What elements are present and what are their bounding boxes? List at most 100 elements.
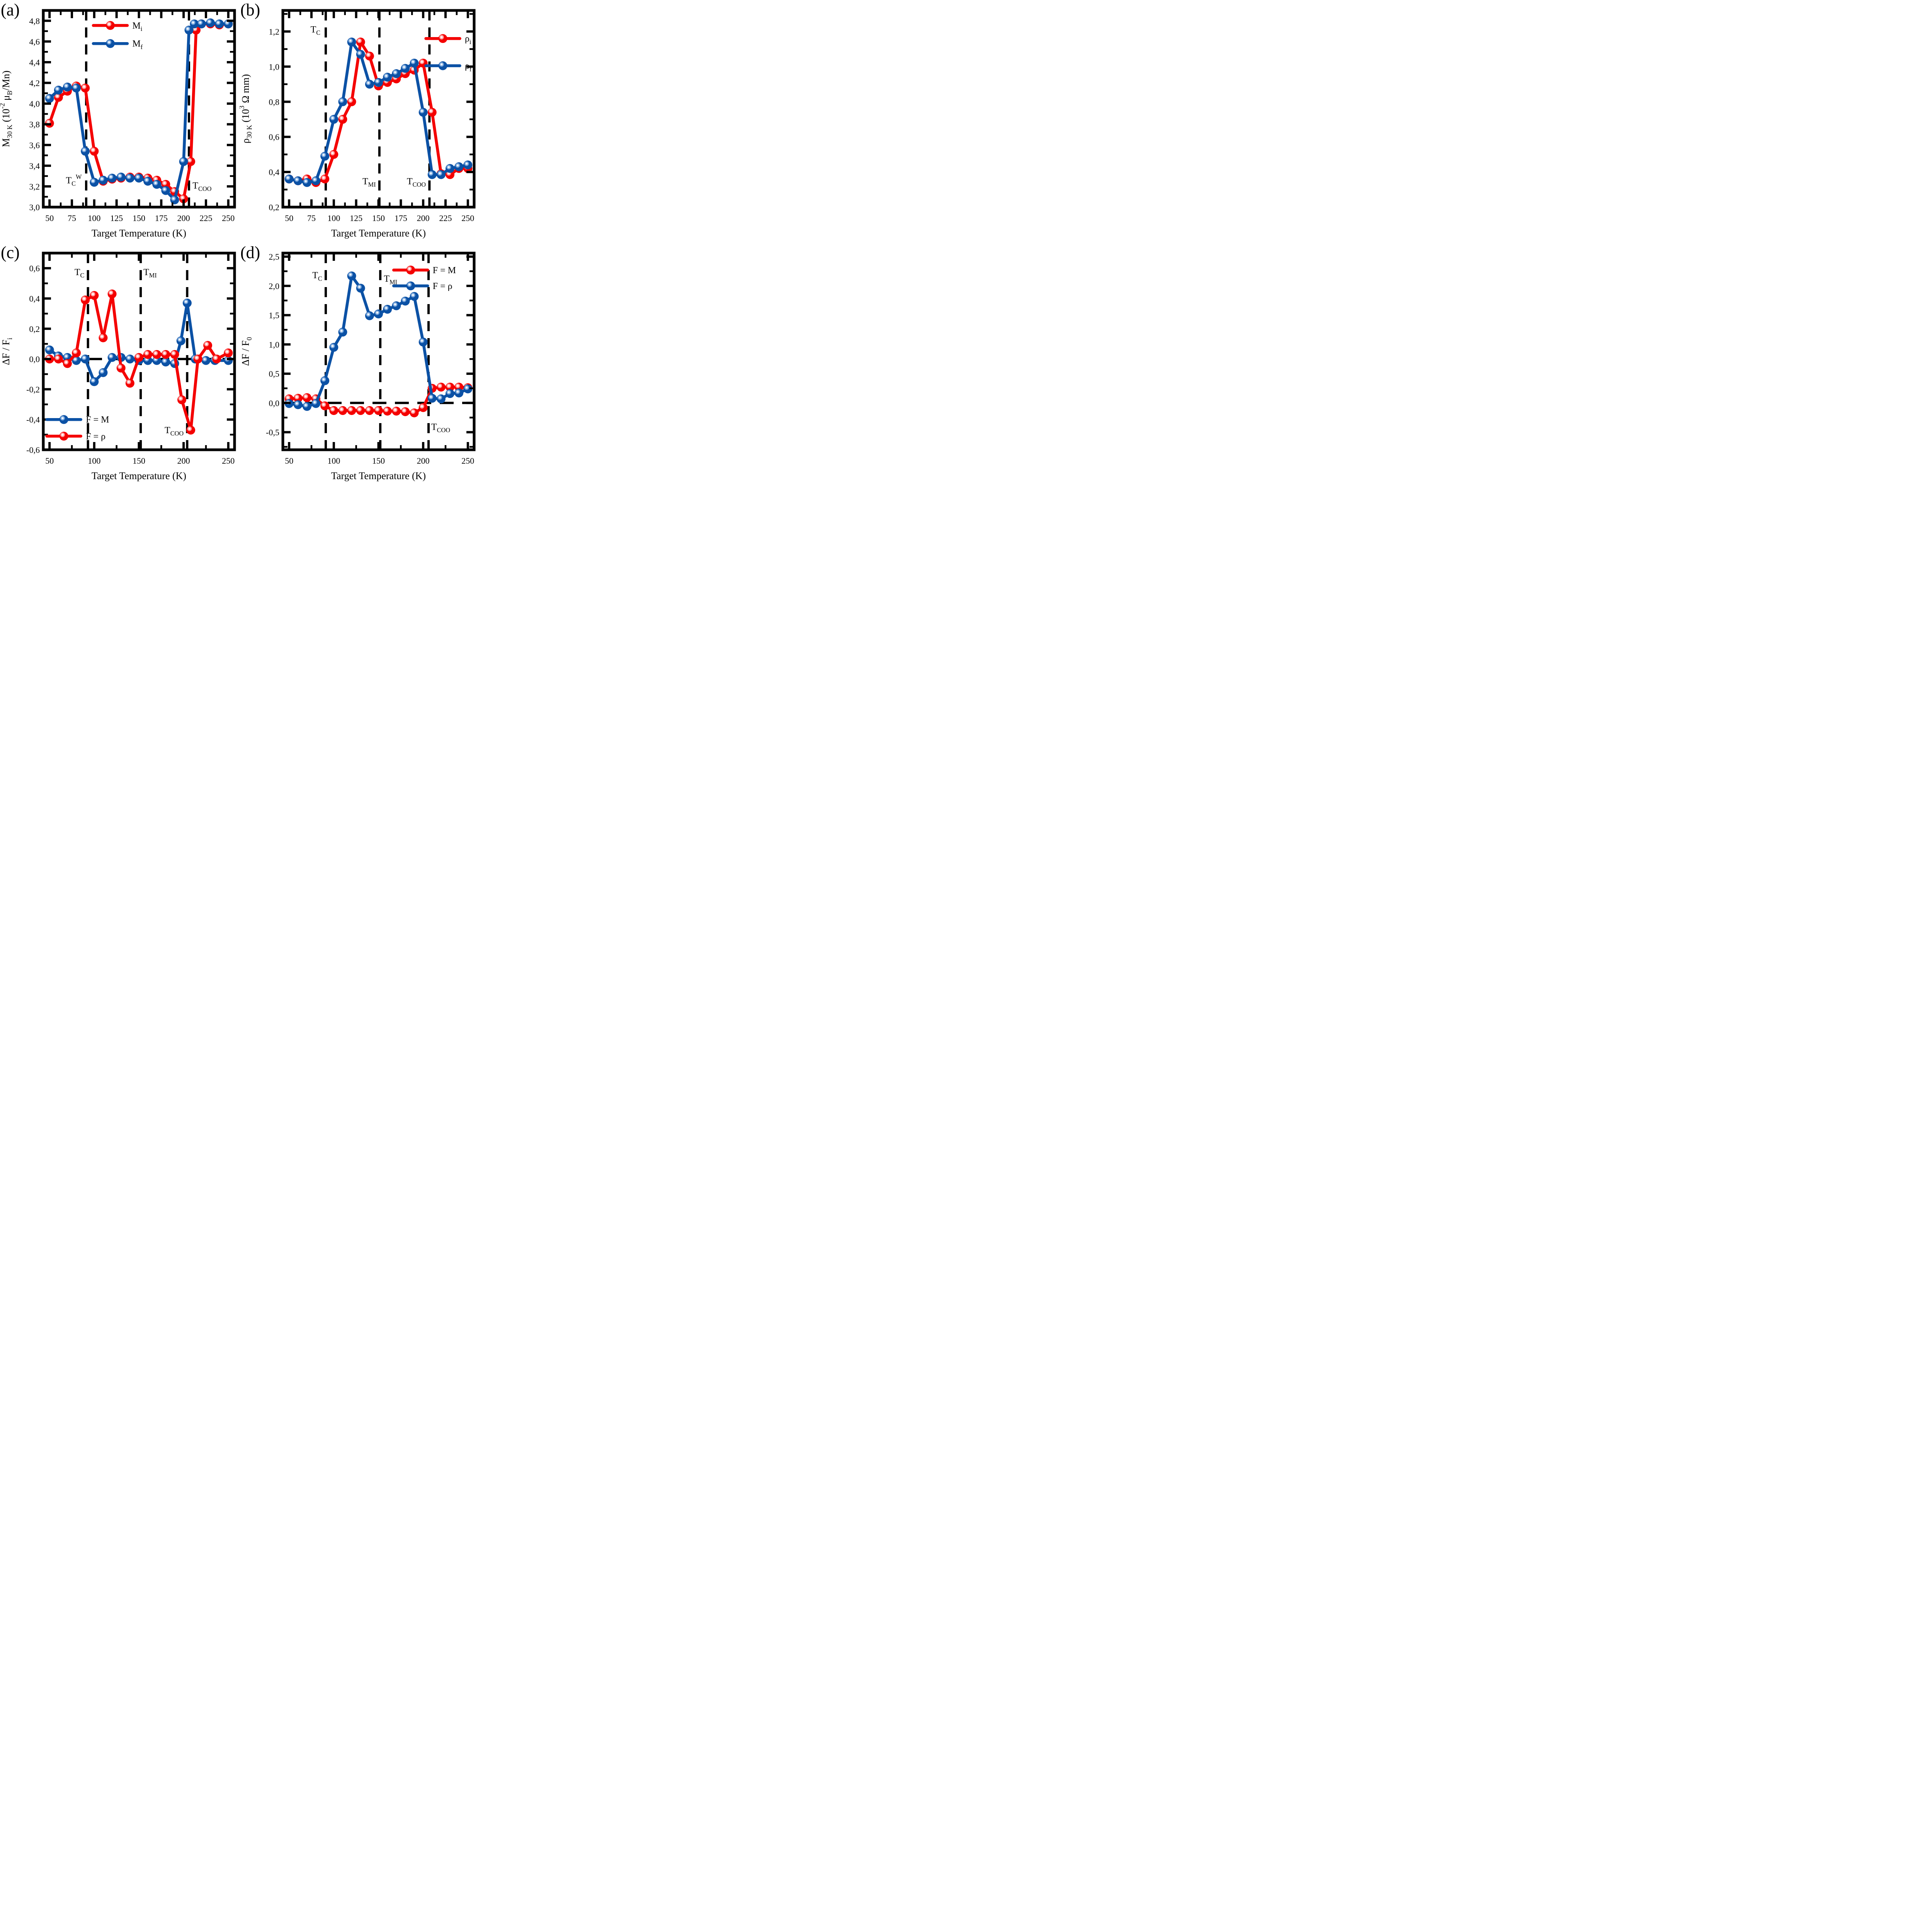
legend-entry: ρi — [424, 34, 471, 46]
series-rho_i-marker — [329, 150, 338, 159]
series-F_M-marker — [182, 298, 192, 308]
legend-marker — [438, 61, 447, 70]
series-rho_f-marker — [374, 78, 383, 87]
y-tick-label: -0,6 — [26, 445, 40, 455]
series-F_rho-marker — [356, 284, 365, 293]
y-tick-label: 3,4 — [29, 161, 40, 171]
series-F_rho-marker — [125, 379, 134, 388]
x-axis-title: Target Temperature (K) — [331, 470, 426, 481]
tick-labels: 50 75 100 125 150 175 200 225 250 3,0 3,2 3,4 3,6 3,8… — [29, 16, 235, 223]
series-F_rho-marker — [152, 350, 162, 359]
series-F_M-marker — [45, 345, 54, 355]
series-F_M-marker — [293, 394, 303, 403]
series-F_M-marker — [338, 406, 347, 415]
series-rho_f-marker — [356, 50, 365, 59]
series-Mf — [45, 18, 233, 204]
series-Mi-marker — [81, 83, 90, 93]
axis-ticks — [43, 253, 235, 451]
series-F_rho-marker — [410, 292, 419, 301]
series-rho_f-marker — [302, 178, 311, 187]
series-F_M-marker — [383, 406, 392, 416]
series-F_rho-marker — [365, 311, 374, 320]
x-tick-label: 100 — [88, 213, 100, 223]
tick-labels: 50 75 100 125 150 175 200 225 250 0,2 0,4 0,6 0,8 1,0… — [269, 27, 475, 223]
series-rho_i-marker — [338, 115, 347, 124]
series-F_rho-marker — [374, 310, 383, 319]
transition-label: TMI — [362, 177, 376, 188]
series-Mf-marker — [81, 146, 90, 156]
transition-label: TC — [311, 25, 321, 36]
series-Mi-marker — [54, 93, 63, 102]
series-rho_f-marker — [410, 58, 419, 68]
y-tick-label: 3,8 — [29, 120, 40, 129]
series-Mf-marker — [63, 82, 72, 92]
series-F_rho-marker — [392, 301, 401, 310]
y-tick-label: 0,4 — [269, 167, 280, 177]
series-F_rho-marker — [177, 395, 187, 405]
series-F_rho-marker — [320, 376, 330, 385]
panel-a-label: (a) — [1, 0, 20, 19]
panel-d-plot: 50 100 150 200 250 -0,5 0,0 0,5 1,0 1,5 2,0 2,5 Targ… — [240, 252, 476, 481]
series-rho_f-marker — [329, 115, 338, 124]
series-Mf-marker — [90, 178, 99, 187]
series-F_rho-marker — [143, 350, 153, 359]
y-tick-label: 4,0 — [29, 99, 40, 109]
legend: F = M F = ρ — [392, 265, 456, 291]
series-Mf-marker — [197, 19, 206, 29]
x-tick-label: 175 — [155, 213, 168, 223]
legend-marker — [438, 34, 447, 43]
series-rho_i-marker — [427, 108, 437, 117]
series-F_rho-marker — [454, 388, 464, 398]
series-F_rho-marker — [224, 348, 233, 357]
series-rho_i-marker — [347, 97, 356, 106]
series-F_rho-marker — [161, 350, 170, 359]
y-tick-label: 0,2 — [29, 324, 40, 334]
y-tick-label: 1,5 — [269, 311, 280, 320]
y-tick-label: 4,6 — [29, 37, 40, 46]
y-tick-label: 0,4 — [29, 294, 40, 303]
x-tick-label: 100 — [327, 456, 340, 466]
series-rho_f — [284, 37, 473, 187]
y-tick-label: 0,6 — [29, 264, 40, 273]
series-F_M-line — [48, 301, 230, 383]
legend-label: F = ρ — [86, 432, 105, 442]
x-axis-title: Target Temperature (K) — [92, 470, 186, 481]
series-F_rho-marker — [401, 296, 410, 306]
series-Mf-marker — [190, 19, 199, 29]
legend-entry: Mf — [92, 39, 143, 51]
y-tick-label: 4,2 — [29, 78, 40, 88]
series-F_M-marker — [347, 406, 356, 415]
y-tick-label: 2,5 — [269, 252, 280, 262]
legend-label: ρi — [465, 34, 471, 46]
y-tick-label: -0,4 — [26, 415, 40, 425]
series-F_M-marker — [329, 406, 338, 415]
series-F_M-marker — [201, 356, 211, 365]
series-rho_f-marker — [427, 170, 437, 179]
y-tick-label: 1,0 — [269, 340, 280, 349]
legend-label: ρf — [465, 61, 472, 73]
legend-label: F = M — [86, 415, 109, 425]
series-F_M-marker — [418, 403, 428, 412]
x-tick-label: 75 — [68, 213, 76, 223]
series-F_rho-marker — [418, 337, 428, 347]
series-F_rho-marker — [170, 350, 179, 359]
series-Mi-marker — [186, 157, 196, 166]
series-rho_i-marker — [365, 51, 374, 61]
transition-label: TCOO — [407, 177, 426, 188]
transition-label: TCW — [66, 173, 82, 187]
x-tick-label: 125 — [110, 213, 123, 223]
series-F_rho-marker — [72, 348, 81, 357]
series-F_M-marker — [374, 406, 383, 415]
series-F_rho-marker — [107, 289, 117, 299]
y-axis-title: ΔF / F0 — [240, 337, 253, 366]
series-F_M-marker — [125, 354, 134, 364]
series-Mf-marker — [170, 195, 179, 204]
series-Mf-marker — [45, 94, 54, 103]
series-Mf-marker — [184, 26, 194, 35]
series-rho_f-marker — [401, 64, 410, 73]
y-tick-label: 0,6 — [269, 132, 280, 142]
series-F_rho-marker — [311, 399, 321, 408]
x-tick-label: 250 — [461, 213, 474, 223]
series-F_M-marker — [446, 383, 455, 392]
transition-label: TMI — [384, 274, 397, 286]
